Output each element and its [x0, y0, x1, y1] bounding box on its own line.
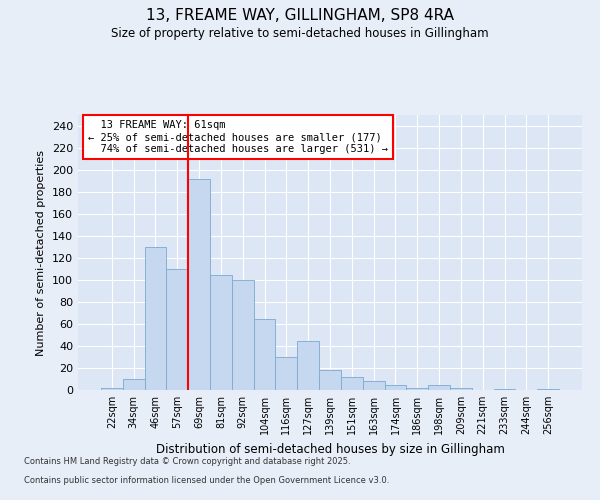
X-axis label: Distribution of semi-detached houses by size in Gillingham: Distribution of semi-detached houses by …: [155, 442, 505, 456]
Bar: [363, 381, 385, 390]
Bar: [494, 389, 515, 390]
Bar: [297, 340, 319, 390]
Y-axis label: Number of semi-detached properties: Number of semi-detached properties: [37, 150, 46, 356]
Text: 13, FREAME WAY, GILLINGHAM, SP8 4RA: 13, FREAME WAY, GILLINGHAM, SP8 4RA: [146, 8, 454, 22]
Bar: [188, 179, 210, 390]
Bar: [254, 318, 275, 390]
Text: Contains public sector information licensed under the Open Government Licence v3: Contains public sector information licen…: [24, 476, 389, 485]
Bar: [232, 280, 254, 390]
Bar: [210, 274, 232, 390]
Bar: [406, 388, 428, 390]
Bar: [101, 388, 123, 390]
Text: 13 FREAME WAY: 61sqm
← 25% of semi-detached houses are smaller (177)
  74% of se: 13 FREAME WAY: 61sqm ← 25% of semi-detac…: [88, 120, 388, 154]
Bar: [145, 247, 166, 390]
Bar: [450, 388, 472, 390]
Bar: [275, 357, 297, 390]
Bar: [428, 384, 450, 390]
Text: Size of property relative to semi-detached houses in Gillingham: Size of property relative to semi-detach…: [111, 28, 489, 40]
Bar: [385, 384, 406, 390]
Bar: [166, 269, 188, 390]
Text: Contains HM Land Registry data © Crown copyright and database right 2025.: Contains HM Land Registry data © Crown c…: [24, 458, 350, 466]
Bar: [319, 370, 341, 390]
Bar: [123, 379, 145, 390]
Bar: [537, 389, 559, 390]
Bar: [341, 377, 363, 390]
